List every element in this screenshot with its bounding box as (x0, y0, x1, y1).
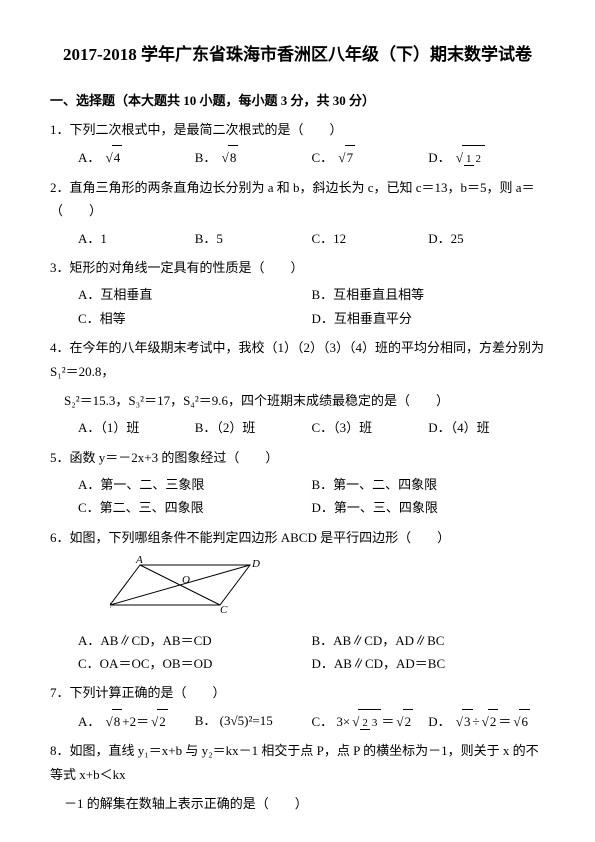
radicand: 4 (112, 145, 123, 169)
parallelogram-diagram: A D B C O (110, 555, 545, 622)
q4-opt-c: C．（3）班 (312, 416, 429, 439)
vertex-a: A (135, 555, 143, 566)
question-7: 7．下列计算正确的是（ ） (50, 681, 545, 704)
question-3: 3．矩形的对角线一定具有的性质是（ ） (50, 256, 545, 279)
sqrt-icon: 12 (454, 145, 485, 169)
q1-opt-b: B． 8 (195, 145, 312, 169)
q6-options: A．AB∥CD，AB＝CD B．AB∥CD，AD∥BC C．OA＝OC，OB＝O… (78, 629, 545, 676)
q3-opt-b: B．互相垂直且相等 (312, 283, 546, 306)
question-8b: －1 的解集在数轴上表示正确的是（ ） (64, 792, 545, 815)
opt-label: D． (428, 150, 450, 165)
q7-opt-a: A． 8+2＝ 2 (78, 709, 195, 733)
q5-opt-c: C．第二、三、四象限 (78, 496, 312, 519)
opt-label: A． (78, 714, 100, 729)
q5-opt-a: A．第一、二、三象限 (78, 473, 312, 496)
expr-text: ＝ (498, 714, 511, 729)
opt-label: C． (312, 150, 334, 165)
q3-options: A．互相垂直 B．互相垂直且相等 C．相等 D．互相垂直平分 (78, 283, 545, 330)
fraction: 23 (360, 717, 379, 729)
radicand: 2 (488, 709, 499, 733)
sqrt-icon: 23 (350, 709, 381, 733)
q1-opt-d: D． 12 (428, 145, 545, 169)
question-5: 5．函数 y＝－2x+3 的图象经过（ ） (50, 446, 545, 469)
opt-label: C． (312, 714, 334, 729)
radicand: 2 (157, 709, 168, 733)
numerator: 1 (464, 153, 474, 166)
section-heading: 一、选择题（本大题共 10 小题，每小题 3 分，共 30 分） (50, 89, 545, 112)
q7-opt-d: D． 3÷ 2＝ 6 (428, 709, 545, 733)
q4-opt-a: A．（1）班 (78, 416, 195, 439)
page-title: 2017-2018 学年广东省珠海市香洲区八年级（下）期末数学试卷 (50, 40, 545, 71)
q3-opt-a: A．互相垂直 (78, 283, 312, 306)
expr-text: ÷ (473, 714, 480, 729)
sqrt-icon: 8 (220, 145, 239, 169)
expr-text: ＝ (381, 714, 394, 729)
sqrt-icon: 2 (149, 709, 168, 733)
q4-options: A．（1）班 B．（2）班 C．（3）班 D．（4）班 (78, 416, 545, 439)
q6-opt-d: D．AB∥CD，AD＝BC (312, 652, 546, 675)
q4-opt-b: B．（2）班 (195, 416, 312, 439)
radicand: 2 (403, 709, 414, 733)
opt-label: A． (78, 150, 100, 165)
numerator: 2 (360, 717, 370, 730)
sqrt-icon: 8 (104, 709, 123, 733)
question-2: 2．直角三角形的两条直角边长分别为 a 和 b，斜边长为 c，已知 c＝13，b… (50, 176, 545, 223)
radicand: 7 (345, 145, 356, 169)
radicand: 6 (519, 709, 530, 733)
sqrt-icon: 4 (104, 145, 123, 169)
question-6: 6．如图，下列哪组条件不能判定四边形 ABCD 是平行四边形（ ） (50, 526, 545, 549)
q6-opt-c: C．OA＝OC，OB＝OD (78, 652, 312, 675)
question-4b: S₂²＝15.3，S₃²＝17，S₄²＝9.6，四个班期末成绩最稳定的是（ ） (64, 389, 545, 412)
question-4a: 4．在今年的八年级期末考试中，我校（1）（2）（3）（4）班的平均分相同，方差分… (50, 336, 545, 383)
vertex-d: D (251, 558, 260, 570)
q1-options: A． 4 B． 8 C． 7 D． 12 (78, 145, 545, 169)
q6-opt-b: B．AB∥CD，AD∥BC (312, 629, 546, 652)
q4-opt-d: D．（4）班 (428, 416, 545, 439)
sqrt-icon: 2 (394, 709, 413, 733)
radicand: 12 (462, 145, 485, 169)
q7-options: A． 8+2＝2 B． (3√5)²=15 C． 3×23＝2 D． 3÷2＝6 (78, 709, 545, 733)
q1-opt-c: C． 7 (312, 145, 429, 169)
denominator: 3 (370, 717, 380, 729)
fraction: 12 (464, 153, 483, 165)
expr-text: 3× (336, 714, 350, 729)
center-o: O (182, 574, 190, 586)
sqrt-icon: 7 (336, 145, 355, 169)
radicand: 3 (462, 709, 473, 733)
radicand: 23 (358, 709, 381, 733)
expr-text: +2＝ (122, 714, 149, 729)
q2-opt-d: D．25 (428, 227, 545, 250)
opt-label: B． (195, 713, 217, 728)
question-8a: 8．如图，直线 y₁＝x+b 与 y₂＝kx－1 相交于点 P，点 P 的横坐标… (50, 739, 545, 786)
q7-opt-b: B． (3√5)²=15 (195, 709, 312, 733)
q3-opt-c: C．相等 (78, 307, 312, 330)
opt-label: D． (428, 714, 450, 729)
q2-opt-b: B．5 (195, 227, 312, 250)
opt-label: B． (195, 150, 217, 165)
radicand: 8 (112, 709, 123, 733)
vertex-b: B (110, 600, 111, 612)
radicand: 8 (228, 145, 239, 169)
sqrt-icon: 2 (480, 709, 499, 733)
q5-options: A．第一、二、三象限 B．第一、二、四象限 C．第二、三、四象限 D．第一、三、… (78, 473, 545, 520)
expr-text: (3√5)²=15 (220, 713, 273, 728)
sqrt-icon: 6 (511, 709, 530, 733)
q2-opt-c: C．12 (312, 227, 429, 250)
q7-opt-c: C． 3×23＝2 (312, 709, 429, 733)
q3-opt-d: D．互相垂直平分 (312, 307, 546, 330)
q6-opt-a: A．AB∥CD，AB＝CD (78, 629, 312, 652)
sqrt-icon: 3 (454, 709, 473, 733)
q5-opt-d: D．第一、三、四象限 (312, 496, 546, 519)
q2-opt-a: A．1 (78, 227, 195, 250)
q5-opt-b: B．第一、二、四象限 (312, 473, 546, 496)
question-1: 1．下列二次根式中，是最简二次根式的是（ ） (50, 118, 545, 141)
q2-options: A．1 B．5 C．12 D．25 (78, 227, 545, 250)
denominator: 2 (474, 153, 484, 165)
vertex-c: C (220, 604, 228, 615)
q1-opt-a: A． 4 (78, 145, 195, 169)
